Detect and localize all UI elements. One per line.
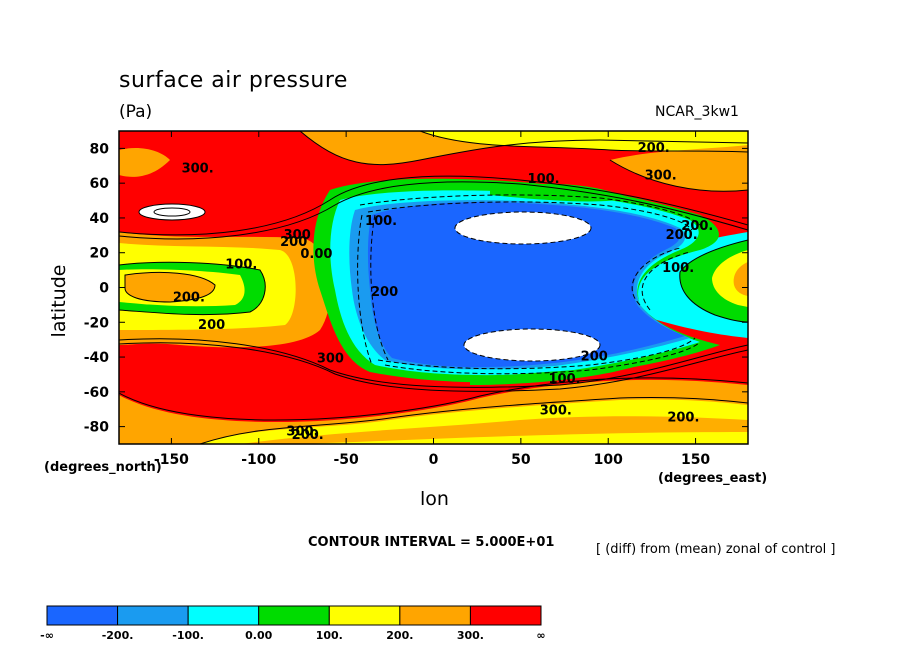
y-tick-label: -80 bbox=[84, 420, 110, 436]
colorbar-label: -200. bbox=[102, 629, 134, 642]
y-tick-label: 80 bbox=[90, 141, 110, 157]
contour-label: 200. bbox=[666, 228, 698, 243]
x-tick-label: 150 bbox=[681, 452, 710, 468]
contour-label: 300 bbox=[317, 351, 344, 366]
y-tick-label: 40 bbox=[90, 211, 110, 227]
colorbar-swatch bbox=[117, 605, 189, 626]
x-tick-label: 100 bbox=[594, 452, 623, 468]
contour-lines bbox=[119, 131, 748, 444]
contour-label: 300 bbox=[284, 228, 311, 243]
contour-fill-regions bbox=[119, 131, 748, 444]
colorbar: -∞ -200. -100. 0.00 100. 200. 300. ∞ bbox=[40, 605, 546, 642]
colorbar-label: -100. bbox=[172, 629, 204, 642]
y-axis-units: (degrees_north) bbox=[44, 460, 162, 475]
colorbar-swatch bbox=[399, 605, 471, 626]
x-tick-label: 0 bbox=[429, 452, 439, 468]
contour-label: 300. bbox=[540, 403, 572, 418]
contour-label: 200. bbox=[638, 141, 670, 156]
y-tick-label: 20 bbox=[90, 246, 110, 262]
y-tick-label: 60 bbox=[90, 176, 110, 192]
colorbar-swatch bbox=[258, 605, 330, 626]
y-tick-label: -40 bbox=[84, 350, 110, 366]
contour-label: 100. bbox=[225, 257, 257, 272]
x-tick-label: -50 bbox=[333, 452, 359, 468]
x-tick-label: -100 bbox=[241, 452, 276, 468]
colorbar-label: 300. bbox=[457, 629, 484, 642]
x-tick-label: -150 bbox=[154, 452, 189, 468]
chart-title: surface air pressure bbox=[119, 68, 348, 93]
contour-label: 0.00 bbox=[300, 247, 332, 262]
x-axis-label: lon bbox=[420, 488, 449, 510]
chart-units: (Pa) bbox=[119, 102, 153, 122]
contour-label: 200 bbox=[280, 235, 307, 250]
model-name: NCAR_3kw1 bbox=[655, 104, 739, 120]
contour-label: 100. bbox=[549, 372, 581, 387]
x-axis-units: (degrees_east) bbox=[658, 471, 768, 486]
colorbar-label: 0.00 bbox=[245, 629, 272, 642]
y-axis-label: latitude bbox=[48, 264, 70, 338]
contour-interval: CONTOUR INTERVAL = 5.000E+01 bbox=[308, 535, 555, 550]
colorbar-swatch bbox=[469, 605, 542, 626]
x-tick-label: 50 bbox=[511, 452, 531, 468]
contour-label: 300. bbox=[645, 169, 677, 184]
contour-label: 200 bbox=[581, 350, 608, 365]
colorbar-label: -∞ bbox=[40, 629, 54, 642]
contour-label: 200 bbox=[198, 318, 225, 333]
contour-label: 200. bbox=[173, 290, 205, 305]
colorbar-label: 100. bbox=[316, 629, 343, 642]
colorbar-swatch bbox=[328, 605, 401, 626]
colorbar-swatch bbox=[187, 605, 260, 626]
contour-label: 200 bbox=[371, 285, 398, 300]
axis-ticks: -150 -100 -50 0 50 100 150806040200-20-40-60-8… bbox=[84, 131, 748, 468]
contour-label: 100. bbox=[528, 172, 560, 187]
contour-label: 200. bbox=[667, 410, 699, 425]
y-tick-label: -60 bbox=[84, 385, 110, 401]
contour-label: 100. bbox=[365, 214, 397, 229]
contour-label: 200. bbox=[292, 428, 324, 443]
y-tick-label: -20 bbox=[84, 315, 110, 331]
contour-label: 300. bbox=[286, 424, 318, 439]
y-tick-label: 0 bbox=[99, 281, 109, 297]
contour-label: 200. bbox=[681, 219, 713, 234]
contour-label: 100. bbox=[662, 261, 694, 276]
contour-label: 300. bbox=[182, 162, 214, 177]
contour-value-labels: 300.200.300.100.100.3002000.00100.200.20… bbox=[173, 141, 714, 443]
difference-note: [ (diff) from (mean) zonal of control ] bbox=[596, 542, 836, 557]
colorbar-label: 200. bbox=[386, 629, 413, 642]
colorbar-swatch bbox=[46, 605, 119, 626]
colorbar-label: ∞ bbox=[536, 629, 545, 642]
